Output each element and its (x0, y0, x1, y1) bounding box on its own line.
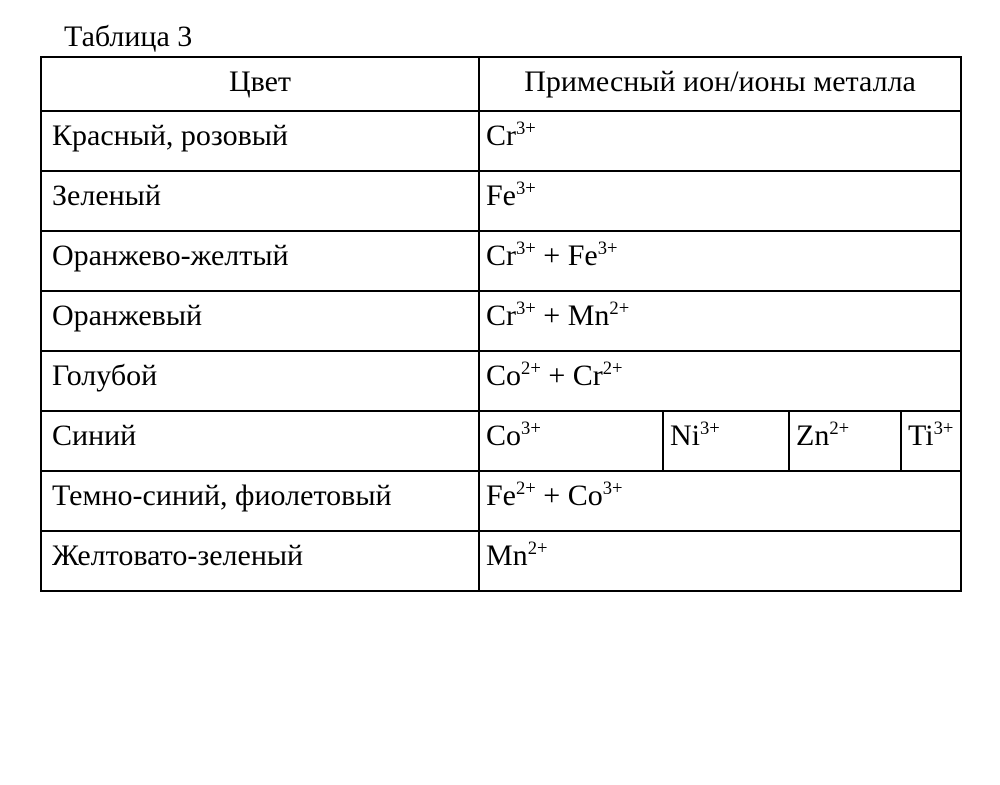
table-row: СинийCo3+Ni3+Zn2+Ti3+ (41, 411, 961, 471)
header-color: Цвет (41, 57, 479, 111)
ion-cell: Ni3+ (663, 411, 789, 471)
ion-cell: Cr3+ + Fe3+ (479, 231, 961, 291)
color-cell: Оранжево-желтый (41, 231, 479, 291)
table-row: ГолубойCo2+ + Cr2+ (41, 351, 961, 411)
table-header-row: Цвет Примесный ион/ионы металла (41, 57, 961, 111)
table-row: Желтовато-зеленыйMn2+ (41, 531, 961, 591)
color-cell: Красный, розовый (41, 111, 479, 171)
table-row: ЗеленыйFe3+ (41, 171, 961, 231)
table-row: Оранжево-желтыйCr3+ + Fe3+ (41, 231, 961, 291)
ion-color-table: Цвет Примесный ион/ионы металла Красный,… (40, 56, 962, 592)
color-cell: Голубой (41, 351, 479, 411)
color-cell: Темно-синий, фиолетовый (41, 471, 479, 531)
table-row: ОранжевыйCr3+ + Mn2+ (41, 291, 961, 351)
color-cell: Желтовато-зеленый (41, 531, 479, 591)
ion-cell: Fe2+ + Co3+ (479, 471, 961, 531)
ion-cell: Cr3+ (479, 111, 961, 171)
table-body: Красный, розовыйCr3+ЗеленыйFe3+Оранжево-… (41, 111, 961, 591)
ion-cell: Co2+ + Cr2+ (479, 351, 961, 411)
ion-cell: Fe3+ (479, 171, 961, 231)
table-row: Темно-синий, фиолетовыйFe2+ + Co3+ (41, 471, 961, 531)
ion-cell: Cr3+ + Mn2+ (479, 291, 961, 351)
ion-cell: Ti3+ (901, 411, 961, 471)
color-cell: Синий (41, 411, 479, 471)
ion-cell: Zn2+ (789, 411, 901, 471)
ion-cell: Mn2+ (479, 531, 961, 591)
ion-cell: Co3+ (479, 411, 663, 471)
table-row: Красный, розовыйCr3+ (41, 111, 961, 171)
color-cell: Зеленый (41, 171, 479, 231)
table-caption: Таблица 3 (64, 20, 960, 54)
page: Таблица 3 Цвет Примесный ион/ионы металл… (0, 0, 1000, 785)
color-cell: Оранжевый (41, 291, 479, 351)
header-ion: Примесный ион/ионы металла (479, 57, 961, 111)
